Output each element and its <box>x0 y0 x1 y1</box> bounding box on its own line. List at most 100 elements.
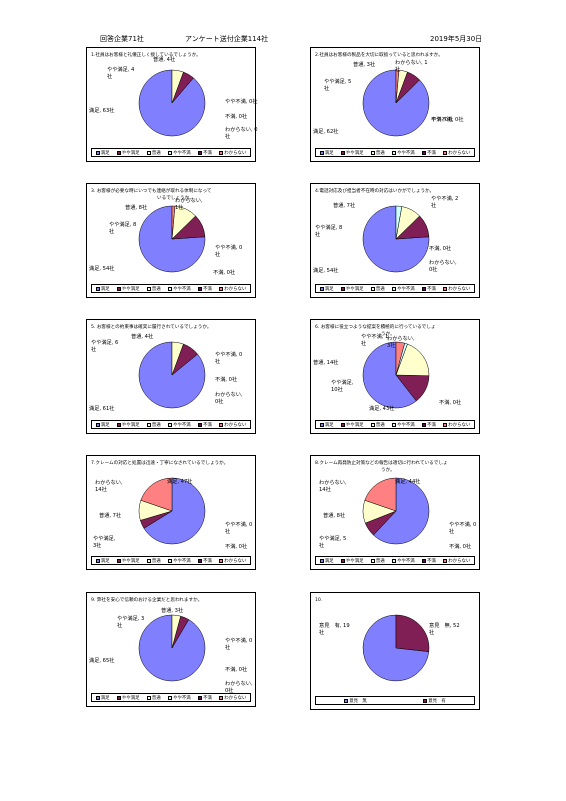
legend-swatch <box>392 422 397 427</box>
legend-item-やや満足: やや満足 <box>116 558 139 564</box>
chart-panel-3: 3. お客様が必要な時にいつでも連絡が取れる体制になって いるでしょうか。 満足, … <box>86 183 256 298</box>
legend-swatch <box>443 558 448 563</box>
pie-svg <box>138 341 206 409</box>
legend-item-普通: 普通 <box>146 695 161 701</box>
pie-svg <box>362 614 430 682</box>
chart-title: 5. お客様との約束事は確実に履行されているでしょうか。 <box>91 325 212 330</box>
chart-legend: 満足 やや満足 普通 やや不満 不満 わからない <box>91 420 251 429</box>
legend-item-やや不満: やや不満 <box>392 558 415 564</box>
legend-label: 普通 <box>375 286 385 292</box>
legend-label: 普通 <box>375 150 385 156</box>
data-label-わからない: わからない, 0 社 <box>225 127 258 140</box>
legend-label: わからない <box>448 150 471 156</box>
legend-swatch <box>95 286 100 291</box>
pie-slice-満足 <box>373 477 430 545</box>
legend-label: やや満足 <box>345 558 364 564</box>
legend-label: やや不満 <box>397 286 415 292</box>
pie-svg <box>362 205 430 273</box>
data-label-普通: 普通, 8社 <box>125 205 148 211</box>
pie-svg <box>138 614 206 682</box>
legend-label: やや不満 <box>173 558 191 564</box>
legend-item-やや満足: やや満足 <box>340 558 364 564</box>
data-label-意見無: 意見 無, 52 社 <box>429 623 460 636</box>
chart-title-line2: うか。 <box>381 468 395 473</box>
pie-slice-意見有 <box>395 614 430 652</box>
legend-item-わからない: わからない <box>219 695 246 701</box>
legend-item-わからない: わからない <box>219 422 246 428</box>
data-label-やや満足: やや満足, 5 社 <box>324 79 352 92</box>
data-label-満足: 満足, 47社 <box>167 479 193 485</box>
legend-swatch <box>443 286 448 291</box>
data-label-わからない: わからない, 1 社 <box>395 60 428 73</box>
chart-panel-1: 1.社員はお客様と礼儀正しく接しているでしょうか。 満足, 63社 やや満足, 4 … <box>86 47 258 162</box>
legend-item-意見有: 意見 有 <box>423 698 446 704</box>
legend-label: 普通 <box>375 422 385 428</box>
legend-item-満足: 満足 <box>95 695 110 701</box>
data-label-不満: 不満, 0社 <box>449 544 472 550</box>
legend-label: 普通 <box>375 558 385 564</box>
legend-swatch <box>392 286 397 291</box>
legend-swatch <box>219 558 224 563</box>
legend-item-やや満足: やや満足 <box>116 695 139 701</box>
legend-item-満足: 満足 <box>319 150 334 156</box>
legend-label: 普通 <box>151 558 161 564</box>
legend-item-やや不満: やや不満 <box>392 150 415 156</box>
chart-title: 7.クレームの対応と処置は迅速・丁寧になされているでしょうか。 <box>91 461 229 466</box>
legend-label: 満足 <box>324 150 334 156</box>
legend-item-不満: 不満 <box>198 150 212 156</box>
legend-label: 不満 <box>203 558 212 564</box>
data-label-やや不満: やや不満, 0 社 <box>215 352 243 365</box>
legend-swatch <box>198 422 203 427</box>
legend-item-やや不満: やや不満 <box>168 150 191 156</box>
legend-item-やや不満: やや不満 <box>168 558 191 564</box>
data-label-満足: 満足, 61社 <box>89 406 115 412</box>
data-label-やや満足: やや満足, 4 社 <box>107 67 135 80</box>
legend-swatch <box>198 150 203 155</box>
legend-label: やや満足 <box>121 286 140 292</box>
pie-svg <box>138 477 206 545</box>
legend-swatch <box>422 286 427 291</box>
data-label-やや満足: やや満足, 3社 <box>93 536 116 549</box>
legend-label: 満足 <box>100 558 110 564</box>
legend-swatch <box>116 422 121 427</box>
legend-swatch <box>319 150 324 155</box>
chart-title: 10. <box>315 598 323 603</box>
pie-svg <box>362 341 430 409</box>
chart-panel-10: 10. 意見 無, 52 社 意見 有, 19 社意見 無 意見 有 <box>310 592 480 710</box>
pie-svg <box>138 69 206 137</box>
data-label-やや不満: やや不満, 0 社 <box>215 245 243 258</box>
legend-swatch <box>423 698 428 703</box>
chart-panel-7: 7.クレームの対応と処置は迅速・丁寧になされているでしょうか。 満足, 47社 やや… <box>86 455 256 570</box>
data-label-不満: 不満, 0社 <box>429 246 452 252</box>
legend-swatch <box>146 150 151 155</box>
legend-item-やや満足: やや満足 <box>116 150 139 156</box>
data-label-意見有: 意見 有, 19 社 <box>319 623 350 636</box>
legend-label: 不満 <box>427 422 436 428</box>
legend-swatch <box>370 422 375 427</box>
legend-swatch <box>443 150 448 155</box>
pie-slice-満足 <box>362 341 417 409</box>
data-label-普通: 普通, 7社 <box>333 203 356 209</box>
legend-label: 不満 <box>203 286 212 292</box>
legend-swatch <box>319 558 324 563</box>
legend-label: わからない <box>224 558 247 564</box>
legend-swatch <box>219 695 224 700</box>
legend-item-やや満足: やや満足 <box>340 286 363 292</box>
legend-item-満足: 満足 <box>319 422 334 428</box>
legend-item-満足: 満足 <box>95 558 110 564</box>
header-center: アンケート送付企業114社 <box>185 35 269 43</box>
chart-legend: 満足 やや満足 普通 やや不満 不満 わからない <box>315 420 475 429</box>
pie-svg <box>138 205 206 273</box>
data-label-不満: 不満, 0社 <box>439 400 462 406</box>
data-label-わからない: わからない, 0社 <box>215 392 243 405</box>
legend-label: やや不満 <box>173 286 191 292</box>
pie-slice-やや不満 <box>395 205 403 240</box>
legend-label: 満足 <box>324 422 334 428</box>
data-label-やや不満: やや不満, 0 社 <box>449 522 477 535</box>
data-label-満足: 満足, 44社 <box>395 479 421 485</box>
data-label-やや不満: やや不満, 1 社 <box>361 334 389 347</box>
chart-title: 6. お客様に役立つような提案を積極的に行っているでしょ <box>315 325 436 330</box>
legend-label: わからない <box>448 422 471 428</box>
legend-swatch <box>422 558 427 563</box>
pie-slice-普通 <box>395 343 430 376</box>
